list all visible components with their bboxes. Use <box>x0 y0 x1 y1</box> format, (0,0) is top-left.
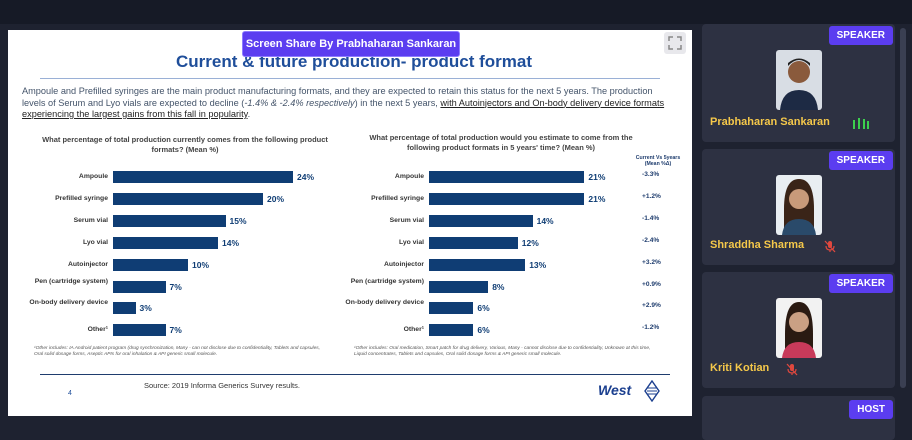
participants-scrollbar[interactable] <box>900 28 906 388</box>
right-bar <box>429 171 585 183</box>
change-label: +2.9% <box>642 302 661 310</box>
left-category-label: Lyo vial <box>82 238 108 246</box>
left-value-label: 3% <box>139 303 152 314</box>
intro-highlight: with Autoinjectors and On-body delivery … <box>22 97 665 120</box>
right-category-label: Prefilled syringe <box>371 194 424 202</box>
left-bar <box>113 214 226 227</box>
left-value-label: 15% <box>229 215 247 226</box>
left-category-label: Ampoule <box>78 173 108 180</box>
right-chart-question: What percentage of total production woul… <box>369 133 633 152</box>
page-number: 4 <box>68 390 72 397</box>
left-bar <box>113 258 188 271</box>
right-value-label: 21% <box>588 172 606 182</box>
title-divider <box>40 78 660 79</box>
change-label: +3.2% <box>642 258 661 266</box>
right-category-label: Serum vial <box>389 216 424 224</box>
slide-intro: Ampoule and Prefilled syringes are the m… <box>22 86 672 121</box>
left-value-label: 7% <box>169 281 182 292</box>
west-logo-mark-icon <box>644 380 660 402</box>
west-logo: West <box>598 382 632 398</box>
right-value-label: 8% <box>492 281 505 292</box>
left-value-label: 7% <box>169 325 182 336</box>
right-value-label: 6% <box>477 325 490 336</box>
compare-header: Current Vs 5years (Mean %Δ) <box>635 155 681 167</box>
intro-text-2: ) in the next 5 years, <box>354 97 441 108</box>
right-value-label: 21% <box>588 193 606 204</box>
participant-tile[interactable]: SPEAKER Kriti Kotian <box>702 272 895 388</box>
left-value-label: 24% <box>297 172 315 182</box>
left-chart-question: What percentage of total production curr… <box>42 135 328 154</box>
intro-text: Ampoule and Prefilled syringes are the m… <box>22 86 653 108</box>
change-label: +0.9% <box>642 280 661 288</box>
participant-tile[interactable]: HOST <box>702 396 895 440</box>
mic-muted-icon <box>824 240 836 253</box>
left-category-label: Other¹ <box>87 326 108 334</box>
host-tag: HOST <box>849 400 893 419</box>
intro-italic: -1.4% & -2.4% respectively <box>244 97 355 108</box>
left-bar <box>113 236 218 249</box>
left-bar <box>113 280 166 293</box>
left-category-label: Autoinjector <box>67 260 108 268</box>
screen-share-badge[interactable]: Screen Share By Prabhaharan Sankaran <box>242 31 460 57</box>
left-footnote: ¹Other includes: IA Android patient prog… <box>34 346 321 357</box>
left-value-label: 20% <box>267 193 285 204</box>
speaker-tag: SPEAKER <box>828 26 893 45</box>
avatar <box>776 50 822 110</box>
change-label: -1.4% <box>642 214 660 222</box>
right-bar <box>429 302 474 315</box>
right-bar <box>429 280 489 293</box>
change-label: -1.2% <box>642 324 660 332</box>
right-category-label: Ampoule <box>394 173 424 180</box>
right-bar <box>429 258 526 271</box>
right-bar <box>429 214 533 227</box>
right-category-label: Autoinjector <box>383 260 424 268</box>
right-value-label: 12% <box>521 237 539 248</box>
right-bar <box>429 192 585 205</box>
participant-name: Shraddha Sharma <box>710 239 805 251</box>
right-bar <box>429 236 518 249</box>
right-value-label: 14% <box>536 215 554 226</box>
right-footnote: ¹Other includes: Oral medication, Smart … <box>354 346 651 357</box>
left-value-label: 10% <box>192 259 210 270</box>
speaker-tag: SPEAKER <box>828 151 893 170</box>
speaker-tag: SPEAKER <box>828 274 893 293</box>
left-category-label: Pen (cartridge system) <box>34 277 108 285</box>
left-bar <box>113 192 263 205</box>
intro-end: . <box>247 109 251 119</box>
right-bar <box>429 324 474 337</box>
change-label: -2.4% <box>642 236 660 244</box>
left-bar <box>113 302 136 315</box>
right-category-label: Other¹ <box>403 326 424 334</box>
footer-divider <box>40 374 670 375</box>
source-note: Source: 2019 Informa Generics Survey res… <box>144 381 300 390</box>
meeting-top-bar <box>0 0 912 24</box>
avatar <box>776 175 822 235</box>
right-category-label: Pen (cartridge system) <box>350 277 424 285</box>
change-label: +1.2% <box>642 192 661 200</box>
left-category-label: Prefilled syringe <box>55 194 108 202</box>
participant-tile[interactable]: SPEAKER Prabhaharan Sankaran <box>702 24 895 142</box>
participant-name: Prabhaharan Sankaran <box>710 116 830 128</box>
left-category-label: On-body delivery device <box>29 299 108 307</box>
mic-muted-icon <box>786 363 798 376</box>
left-value-label: 14% <box>222 237 240 248</box>
left-bar <box>113 171 293 183</box>
change-label: -3.3% <box>642 171 660 178</box>
participant-tile[interactable]: SPEAKER Shraddha Sharma <box>702 149 895 265</box>
participant-name: Kriti Kotian <box>710 362 770 374</box>
left-bar <box>113 324 166 337</box>
right-value-label: 13% <box>529 259 547 270</box>
expand-button[interactable] <box>664 32 686 54</box>
left-category-label: Serum vial <box>73 216 108 224</box>
avatar <box>776 298 822 358</box>
right-category-label: On-body delivery device <box>345 299 424 307</box>
right-value-label: 6% <box>477 303 490 314</box>
expand-icon <box>668 36 682 50</box>
mic-level-icon <box>853 118 869 129</box>
right-category-label: Lyo vial <box>398 238 424 246</box>
